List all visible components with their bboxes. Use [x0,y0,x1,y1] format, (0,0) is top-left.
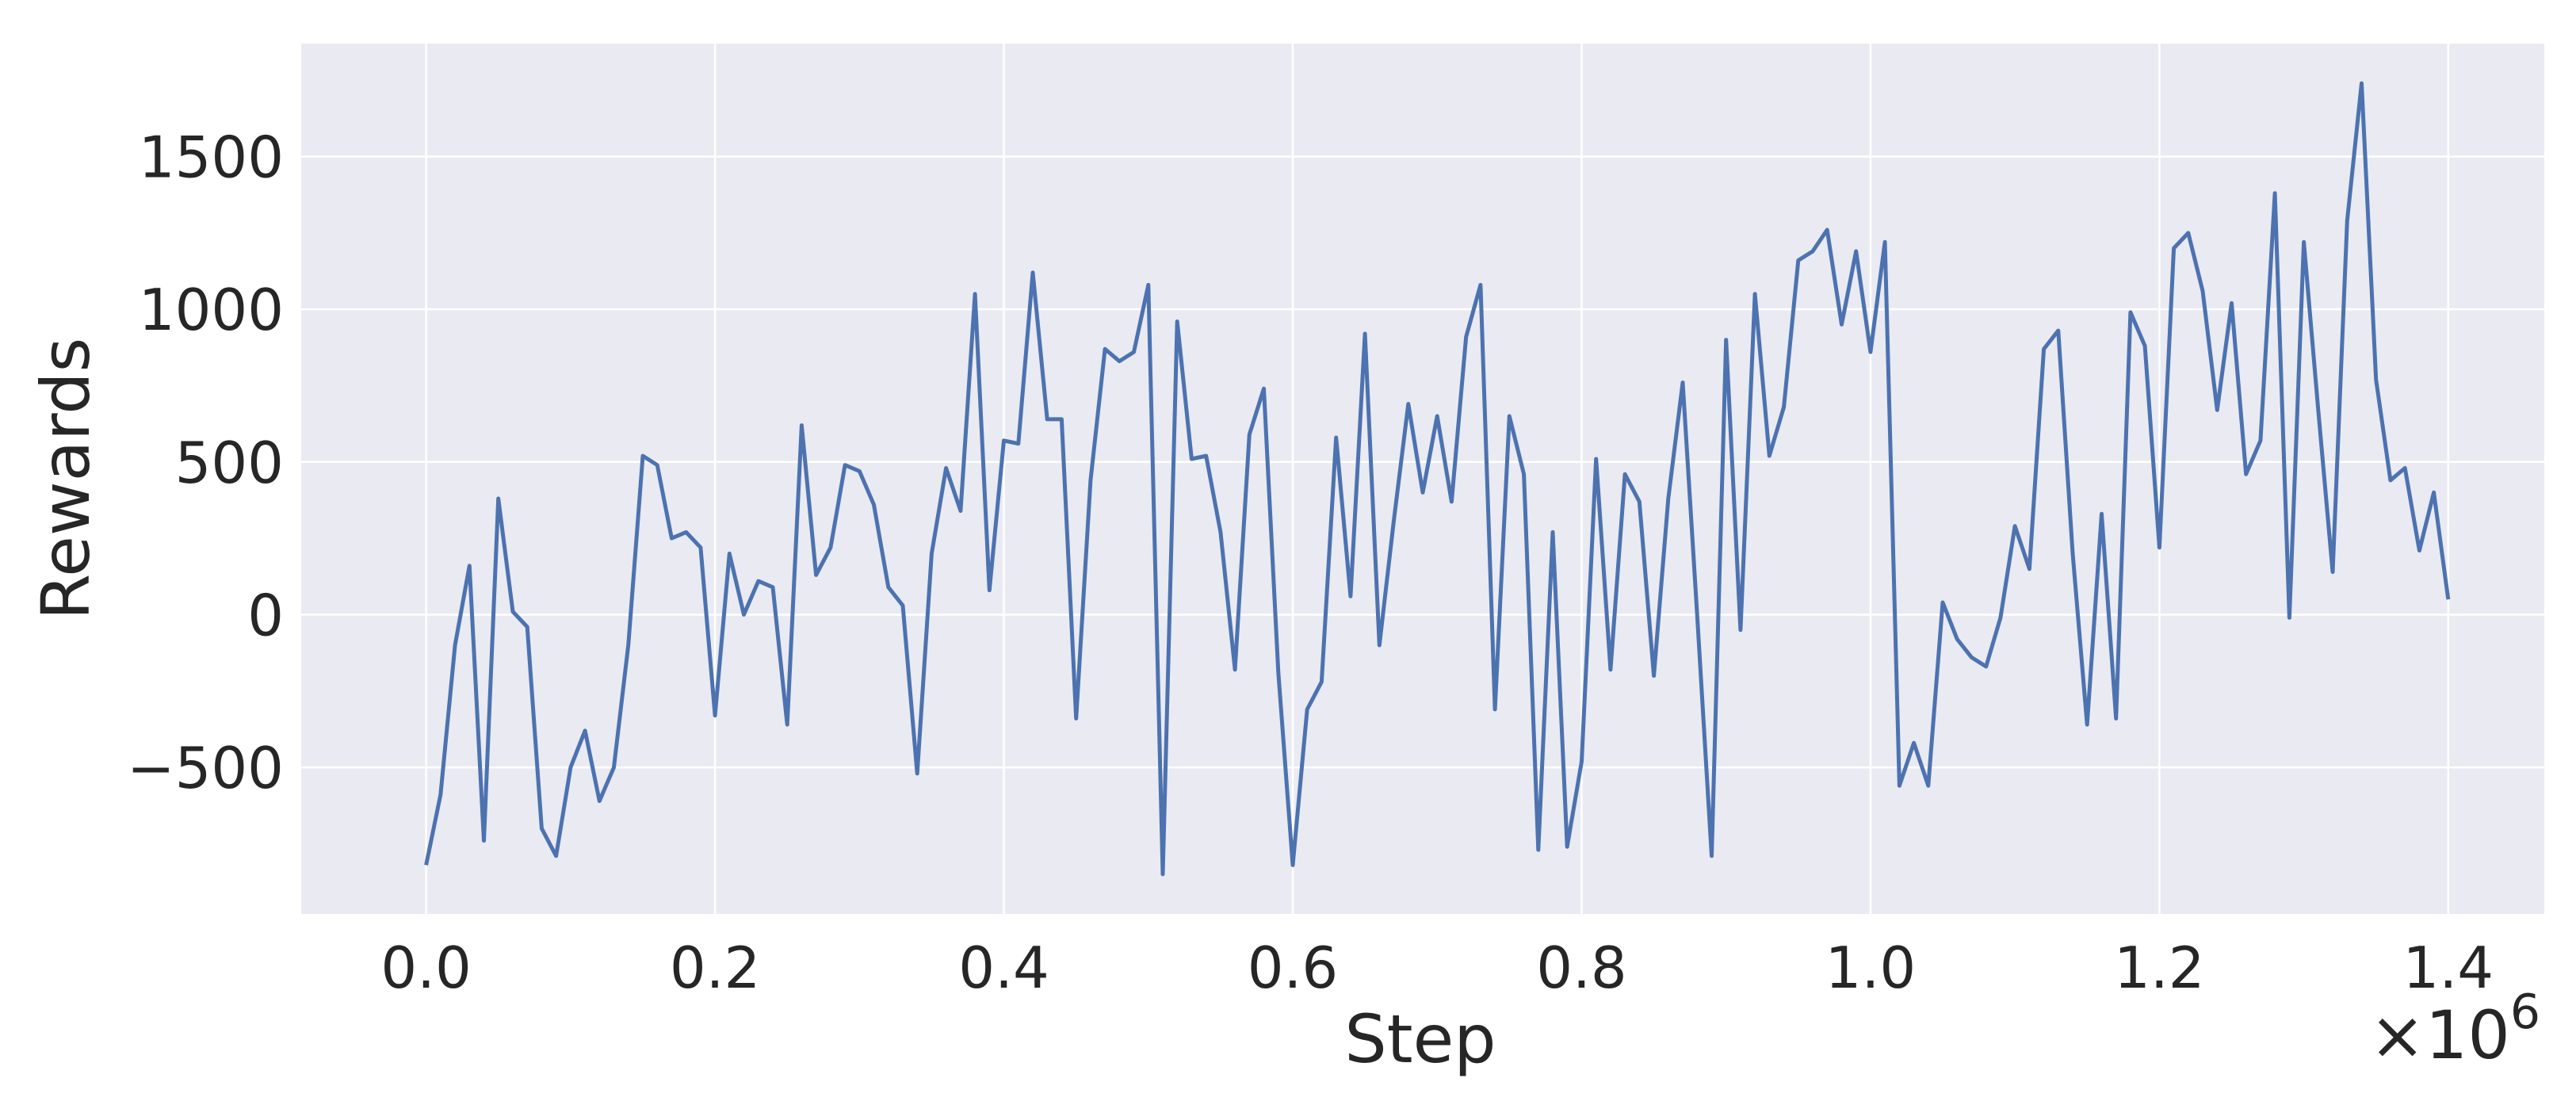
y-tick-label: 1500 [139,124,284,191]
x-axis-title: Step [1344,1000,1496,1078]
y-tick-label: 500 [175,430,284,496]
y-tick-label: −500 [127,735,284,801]
y-tick-label: 0 [247,582,284,648]
x-offset-exponent: 6 [2510,984,2540,1040]
x-tick-label: 1.4 [2403,935,2494,1001]
x-tick-label: 0.0 [380,935,472,1001]
x-tick-label: 1.0 [1825,935,1917,1001]
x-tick-label: 0.6 [1248,935,1339,1001]
x-tick-label: 1.2 [2114,935,2205,1001]
y-axis-title: Rewards [27,338,105,621]
rewards-series-line [424,81,2451,877]
plot-background [301,44,2544,914]
grid-lines [301,44,2544,914]
y-tick-label: 1000 [139,277,284,343]
x-axis-offset-label: ×106 [2370,984,2540,1074]
x-tick-label: 0.4 [958,935,1049,1001]
x-tick-label: 0.2 [670,935,761,1001]
x-offset-base: ×10 [2370,996,2510,1074]
y-axis-ticks: −500 0 500 1000 1500 [127,124,284,802]
x-tick-label: 0.8 [1536,935,1627,1001]
x-axis-ticks: 0.0 0.2 0.4 0.6 0.8 1.0 1.2 1.4 [380,935,2494,1001]
